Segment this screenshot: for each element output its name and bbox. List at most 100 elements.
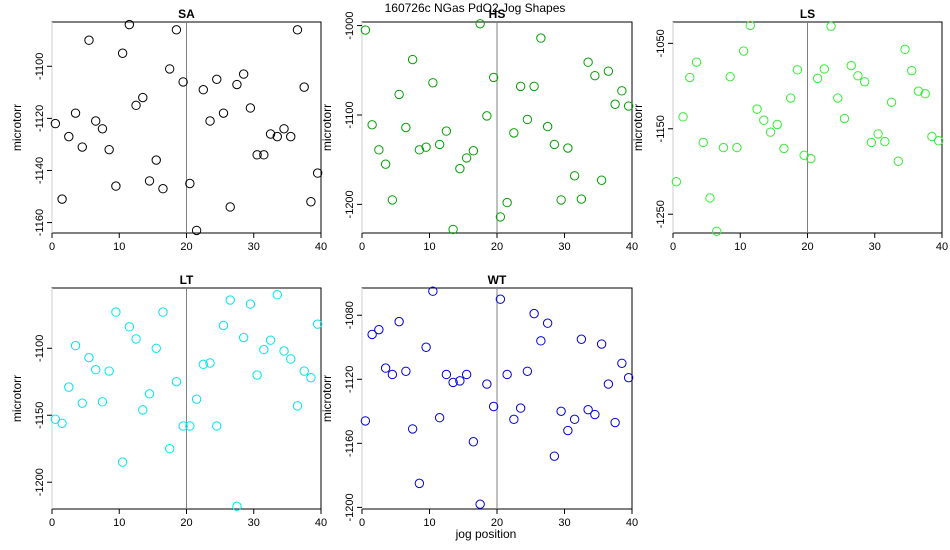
data-point-wt (522, 366, 533, 376)
data-point-sa (158, 184, 168, 194)
x-tick-label-ls: 40 (936, 241, 948, 253)
x-tick-label-sa: 20 (180, 241, 192, 253)
x-tick-label-ls: 10 (734, 241, 746, 253)
x-tick-label-lt: 10 (113, 517, 125, 529)
data-point-lt (97, 397, 108, 407)
data-point-lt (306, 373, 316, 383)
data-point-ls (859, 77, 870, 87)
data-point-hs (502, 197, 512, 208)
y-axis-label-sa: microtorr (10, 104, 24, 151)
data-point-wt (441, 369, 452, 380)
data-point-sa (97, 124, 108, 134)
data-point-hs (583, 57, 593, 67)
data-point-sa (124, 19, 135, 30)
data-point-wt (434, 413, 445, 423)
data-point-ls (880, 136, 890, 147)
x-tick-label-hs: 10 (423, 241, 435, 253)
data-point-sa (117, 48, 128, 58)
data-point-ls (685, 72, 695, 83)
chart-title: 160726c NGas PdO2 Jog Shapes (385, 1, 566, 15)
data-point-hs (488, 72, 499, 83)
data-point-sa (299, 82, 309, 92)
data-point-lt (225, 295, 235, 305)
x-tick-label-ls: 0 (670, 241, 676, 253)
data-point-hs (590, 70, 600, 81)
x-tick-label-lt: 20 (180, 517, 192, 529)
data-point-ls (839, 113, 850, 124)
data-point-wt (502, 369, 512, 380)
data-point-hs (536, 33, 546, 43)
data-point-lt (91, 365, 101, 375)
data-point-lt (117, 457, 128, 467)
data-point-lt (299, 366, 309, 376)
data-point-lt (232, 501, 242, 512)
data-point-sa (198, 85, 209, 95)
data-point-ls (765, 127, 776, 137)
data-point-lt (84, 352, 94, 363)
data-point-sa (171, 25, 182, 35)
data-point-wt (367, 329, 377, 340)
y-axis-label-hs: microtorr (320, 104, 334, 151)
y-tick-label-sa: -1100 (34, 53, 46, 80)
data-point-sa (238, 69, 249, 79)
x-tick-label-sa: 0 (49, 241, 55, 253)
data-point-hs (387, 195, 398, 205)
x-axis-label: jog position (455, 527, 517, 541)
data-point-wt (468, 437, 479, 447)
data-point-sa (252, 150, 262, 160)
x-tick-label-sa: 40 (315, 241, 327, 253)
data-point-ls (772, 119, 782, 130)
data-point-ls (806, 153, 816, 164)
data-point-hs (401, 122, 411, 133)
data-point-ls (920, 89, 930, 99)
data-point-wt (482, 379, 492, 389)
data-point-ls (819, 64, 830, 74)
data-point-ls (705, 193, 715, 203)
panel-title-wt: WT (488, 273, 507, 287)
data-point-sa (218, 108, 229, 118)
data-point-hs (380, 159, 391, 169)
x-tick-label-hs: 0 (359, 241, 365, 253)
data-point-wt (576, 334, 587, 344)
data-point-sa (178, 77, 188, 87)
data-point-lt (279, 346, 289, 356)
y-tick-label-wt: -1120 (344, 366, 356, 393)
data-point-wt (455, 376, 465, 386)
x-tick-label-lt: 30 (248, 517, 260, 529)
data-point-wt (623, 372, 634, 383)
data-point-sa (144, 176, 155, 186)
panel-ls: LS 0 10 20 30 40 -1050 -1150 -1250 microtorr (631, 7, 948, 253)
data-point-sa (164, 64, 175, 74)
data-point-sa (104, 144, 114, 155)
y-axis-label-ls: microtorr (631, 104, 645, 151)
data-point-ls (718, 142, 729, 153)
data-point-hs (407, 54, 418, 65)
data-point-sa (212, 74, 222, 85)
data-point-sa (111, 181, 121, 191)
panel-title-lt: LT (180, 273, 194, 287)
data-point-hs (475, 19, 485, 29)
data-point-lt (286, 354, 296, 364)
data-point-lt (151, 343, 161, 353)
data-point-ls (833, 93, 843, 103)
data-point-lt (64, 382, 74, 392)
x-tick-label-ls: 30 (869, 241, 881, 253)
data-point-wt (421, 342, 431, 352)
data-point-hs (569, 171, 580, 181)
data-point-hs (556, 195, 566, 205)
y-tick-label-ls: -1050 (655, 29, 667, 57)
data-point-lt (218, 320, 229, 331)
data-point-sa (64, 131, 74, 142)
panel-title-sa: SA (178, 7, 195, 21)
data-point-lt (205, 358, 215, 368)
data-point-wt (542, 318, 553, 328)
data-point-lt (292, 401, 303, 411)
y-axis-label-wt: microtorr (320, 375, 334, 422)
data-point-ls (698, 137, 708, 148)
y-tick-label-lt: -1200 (34, 468, 46, 496)
data-point-ls (927, 131, 937, 142)
data-point-hs (441, 126, 452, 136)
x-tick-label-sa: 10 (113, 241, 125, 253)
data-point-wt (549, 451, 560, 461)
data-point-ls (812, 73, 823, 84)
